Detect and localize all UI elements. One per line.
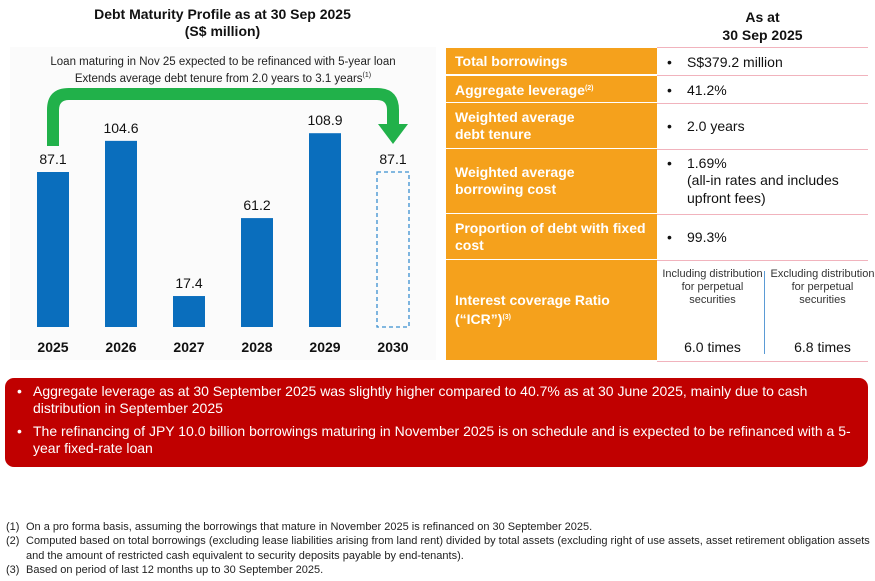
- bar-2028: [241, 218, 273, 327]
- row-value: • S$379.2 million: [657, 48, 868, 76]
- row-value: • 41.2%: [657, 76, 868, 104]
- row-value: [657, 260, 868, 362]
- x-tick-label: 2030: [377, 339, 408, 355]
- x-tick-label: 2028: [241, 339, 272, 355]
- value-text: S$379.2 million: [687, 53, 783, 70]
- data-label: 108.9: [307, 112, 342, 128]
- header-line-2: 30 Sep 2025: [722, 27, 803, 43]
- x-tick-label: 2025: [37, 339, 68, 355]
- row-label: Interest coverage Ratio (“ICR”)(3): [446, 260, 657, 360]
- data-label: 104.6: [103, 120, 138, 136]
- footnote-key: (2): [6, 535, 20, 548]
- bar-2029: [309, 133, 341, 327]
- row-label: Total borrowings: [446, 48, 657, 74]
- icr-excluding-value: 6.8 times: [794, 339, 851, 355]
- bullet: •: [667, 118, 672, 134]
- annotation-line-2: Extends average debt tenure from 2.0 yea…: [74, 73, 363, 85]
- footnote-key: (3): [6, 563, 20, 576]
- bar-2030: [376, 171, 410, 328]
- row-label: Weighted average borrowing cost: [446, 149, 657, 213]
- x-tick-label: 2029: [309, 339, 340, 355]
- row-label: Weighted average debt tenure: [446, 103, 657, 148]
- header-line-1: As at: [745, 9, 780, 25]
- chart-title: Debt Maturity Profile as at 30 Sep 2025(…: [10, 6, 435, 40]
- footnote-text: Based on period of last 12 months up to …: [26, 563, 324, 576]
- row-label-text: Proportion of debt with fixed cost: [455, 219, 646, 253]
- row-label-text: Total borrowings: [455, 52, 568, 69]
- footnote-text: Computed based on total borrowings (excl…: [26, 535, 870, 562]
- footnote-ref: (2): [584, 84, 594, 92]
- highlight-text: Aggregate leverage as at 30 September 20…: [33, 383, 808, 416]
- value-text: 41.2%: [687, 81, 727, 98]
- highlight-item: • Aggregate leverage as at 30 September 2…: [17, 383, 856, 417]
- footnote: (2) Computed based on total borrowings (e…: [6, 534, 875, 563]
- annotation-line-1: Loan maturing in Nov 25 expected to be r…: [50, 56, 396, 68]
- footnote-text: On a pro forma basis, assuming the borro…: [26, 521, 593, 533]
- data-label: 61.2: [243, 197, 270, 213]
- bar-2026: [105, 140, 137, 327]
- row-label-text: Weighted average debt tenure: [455, 108, 575, 142]
- row-label: Aggregate leverage(2): [446, 76, 657, 102]
- x-tick-label: 2027: [173, 339, 204, 355]
- row-value: • 2.0 years: [657, 103, 868, 150]
- bullet: •: [667, 81, 672, 98]
- x-tick-label: 2026: [105, 339, 136, 355]
- bar-chart: 87.1 2025 104.6 2026 17.4 2027 61.2 2028 108.9 20…: [37, 88, 410, 355]
- footnote-ref: (1): [362, 72, 372, 79]
- highlight-text: The refinancing of JPY 10.0 billion borr…: [33, 423, 851, 456]
- bullet: •: [667, 155, 672, 171]
- bar-2027: [173, 296, 205, 327]
- footnote: (1) On a pro forma basis, assuming the bo…: [6, 520, 875, 534]
- icr-including-caption: Including distribution for perpetual sec…: [662, 268, 763, 306]
- value-note: (all-in rates and includes upfront fees): [687, 172, 839, 206]
- bullet: •: [17, 423, 22, 439]
- data-label: 87.1: [379, 151, 406, 167]
- chart-subtitle: (S$ million): [184, 23, 261, 39]
- bar-2025: [37, 172, 69, 327]
- bullet: •: [667, 53, 672, 70]
- row-value: • 1.69% (all-in rates and includes upfront…: [657, 149, 868, 215]
- row-label-text: Interest coverage Ratio (“ICR”)(3): [455, 292, 610, 327]
- footnotes: (1) On a pro forma basis, assuming the bo…: [6, 520, 875, 577]
- footnote-ref: (3): [502, 314, 511, 321]
- value-text: 2.0 years: [687, 118, 745, 134]
- table-header: As at 30 Sep 2025: [657, 8, 868, 44]
- row-label-text: Aggregate leverage(2): [455, 81, 594, 98]
- icr-excluding-caption: Excluding distribution for perpetual sec…: [770, 268, 875, 306]
- divider: [657, 47, 868, 48]
- icr-separator: [764, 271, 765, 354]
- footnote: (3) Based on period of last 12 months up …: [6, 563, 875, 577]
- bullet: •: [667, 229, 672, 245]
- value-text: 99.3%: [687, 229, 727, 245]
- footnote-key: (1): [6, 521, 20, 533]
- row-value: • 99.3%: [657, 214, 868, 261]
- highlights-box: • Aggregate leverage as at 30 September 2…: [5, 378, 868, 467]
- highlight-item: • The refinancing of JPY 10.0 billion bor…: [17, 423, 856, 457]
- chart-annotation: Loan maturing in Nov 25 expected to be r…: [10, 55, 436, 86]
- refinancing-arrow: [47, 88, 408, 146]
- chart-title-text: Debt Maturity Profile as at 30 Sep 2025: [94, 6, 351, 22]
- value-text: 1.69%: [687, 155, 727, 171]
- data-label: 87.1: [39, 151, 66, 167]
- icr-including-value: 6.0 times: [684, 339, 741, 355]
- bullet: •: [17, 383, 22, 399]
- row-label: Proportion of debt with fixed cost: [446, 214, 657, 259]
- row-label-text: Weighted average borrowing cost: [455, 164, 575, 197]
- data-label: 17.4: [175, 275, 202, 291]
